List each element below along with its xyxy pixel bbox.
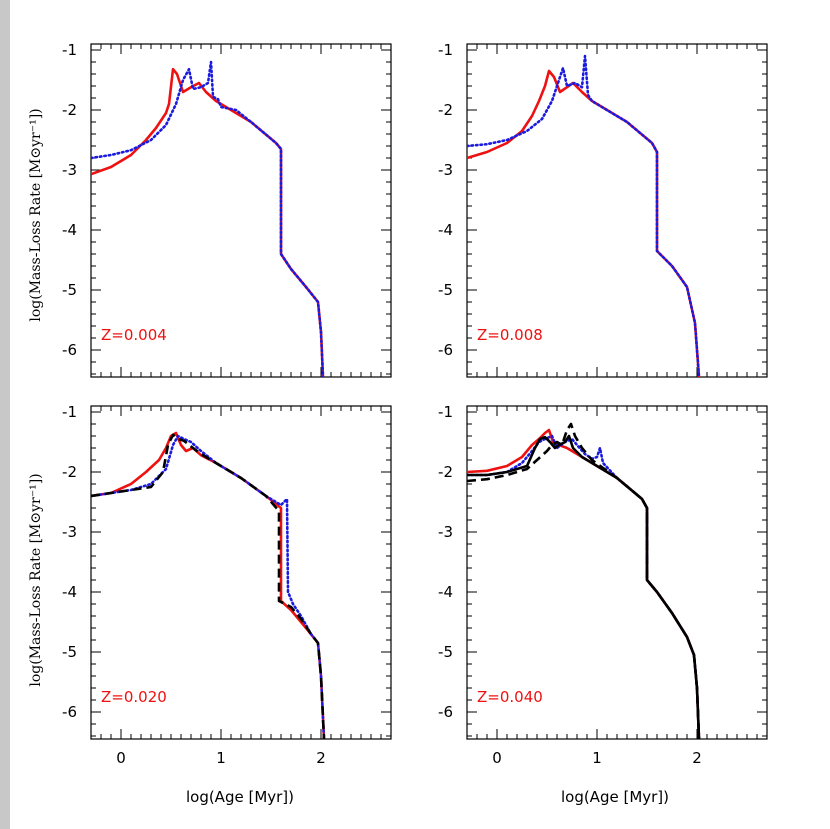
x-tick-label: 0 [116,749,126,767]
series-group [467,422,701,739]
x-tick-label: 1 [592,749,602,767]
y-tick-label: -3 [62,523,77,541]
ylabel-bottom: log(Mass-Loss Rate [M⊙yr⁻¹]) [28,473,44,686]
y-tick-label: -5 [438,643,453,661]
y-tick-label: -1 [438,403,453,421]
metallicity-label: Z=0.020 [101,688,167,706]
panel-top-right: -1 -2 -3 -4 -5 -6 Z=0.008 [438,41,768,378]
y-tick-label: -4 [62,583,77,601]
y-tick-label: -4 [438,221,453,239]
y-tick-label: -2 [438,101,453,119]
y-tick-label: -3 [438,161,453,179]
series-line-blue-dotted [91,60,325,377]
y-tick-label: -6 [62,341,77,359]
y-tick-label: -2 [62,101,77,119]
x-tick-label: 2 [692,749,702,767]
y-tick-label: -2 [62,463,77,481]
y-tick-label: -5 [62,281,77,299]
panel-bottom-left: -1 -2 -3 -4 -5 -6 0 1 2 Z=0.020 [62,403,392,767]
y-tick-label: -4 [438,583,453,601]
metallicity-label: Z=0.004 [101,326,167,344]
series-line-black-solid [467,434,701,739]
y-tick-label: -5 [62,643,77,661]
series-line-black-dashed [91,433,326,739]
ylabel-top: log(Mass-Loss Rate [M⊙yr⁻¹]) [28,108,44,321]
panel-top-left: -1 -2 -3 -4 -5 -6 Z=0.004 [62,41,392,378]
x-tick-label: 1 [216,749,226,767]
y-tick-label: -3 [62,161,77,179]
xlabel-left: log(Age [Myr]) [186,788,294,806]
x-tick-label: 2 [316,749,326,767]
metallicity-label: Z=0.008 [477,326,543,344]
y-tick-label: -1 [438,41,453,59]
x-tick-label: 0 [492,749,502,767]
y-tick-label: -2 [438,463,453,481]
y-tick-label: -6 [62,703,77,721]
y-tick-label: -6 [438,341,453,359]
series-group [467,54,701,377]
panel-bottom-right: -1 -2 -3 -4 -5 -6 0 1 2 Z=0.040 [438,403,768,767]
y-tick-label: -3 [438,523,453,541]
series-line-blue-dotted [467,54,701,377]
y-tick-label: -5 [438,281,453,299]
y-tick-label: -4 [62,221,77,239]
left-edge-strip [0,0,10,829]
y-tick-label: -6 [438,703,453,721]
y-tick-label: -1 [62,41,77,59]
series-group [91,60,325,377]
metallicity-label: Z=0.040 [477,688,543,706]
y-tick-label: -1 [62,403,77,421]
xlabel-right: log(Age [Myr]) [561,788,669,806]
series-line-black-dashed [467,422,701,739]
series-group [91,431,326,739]
